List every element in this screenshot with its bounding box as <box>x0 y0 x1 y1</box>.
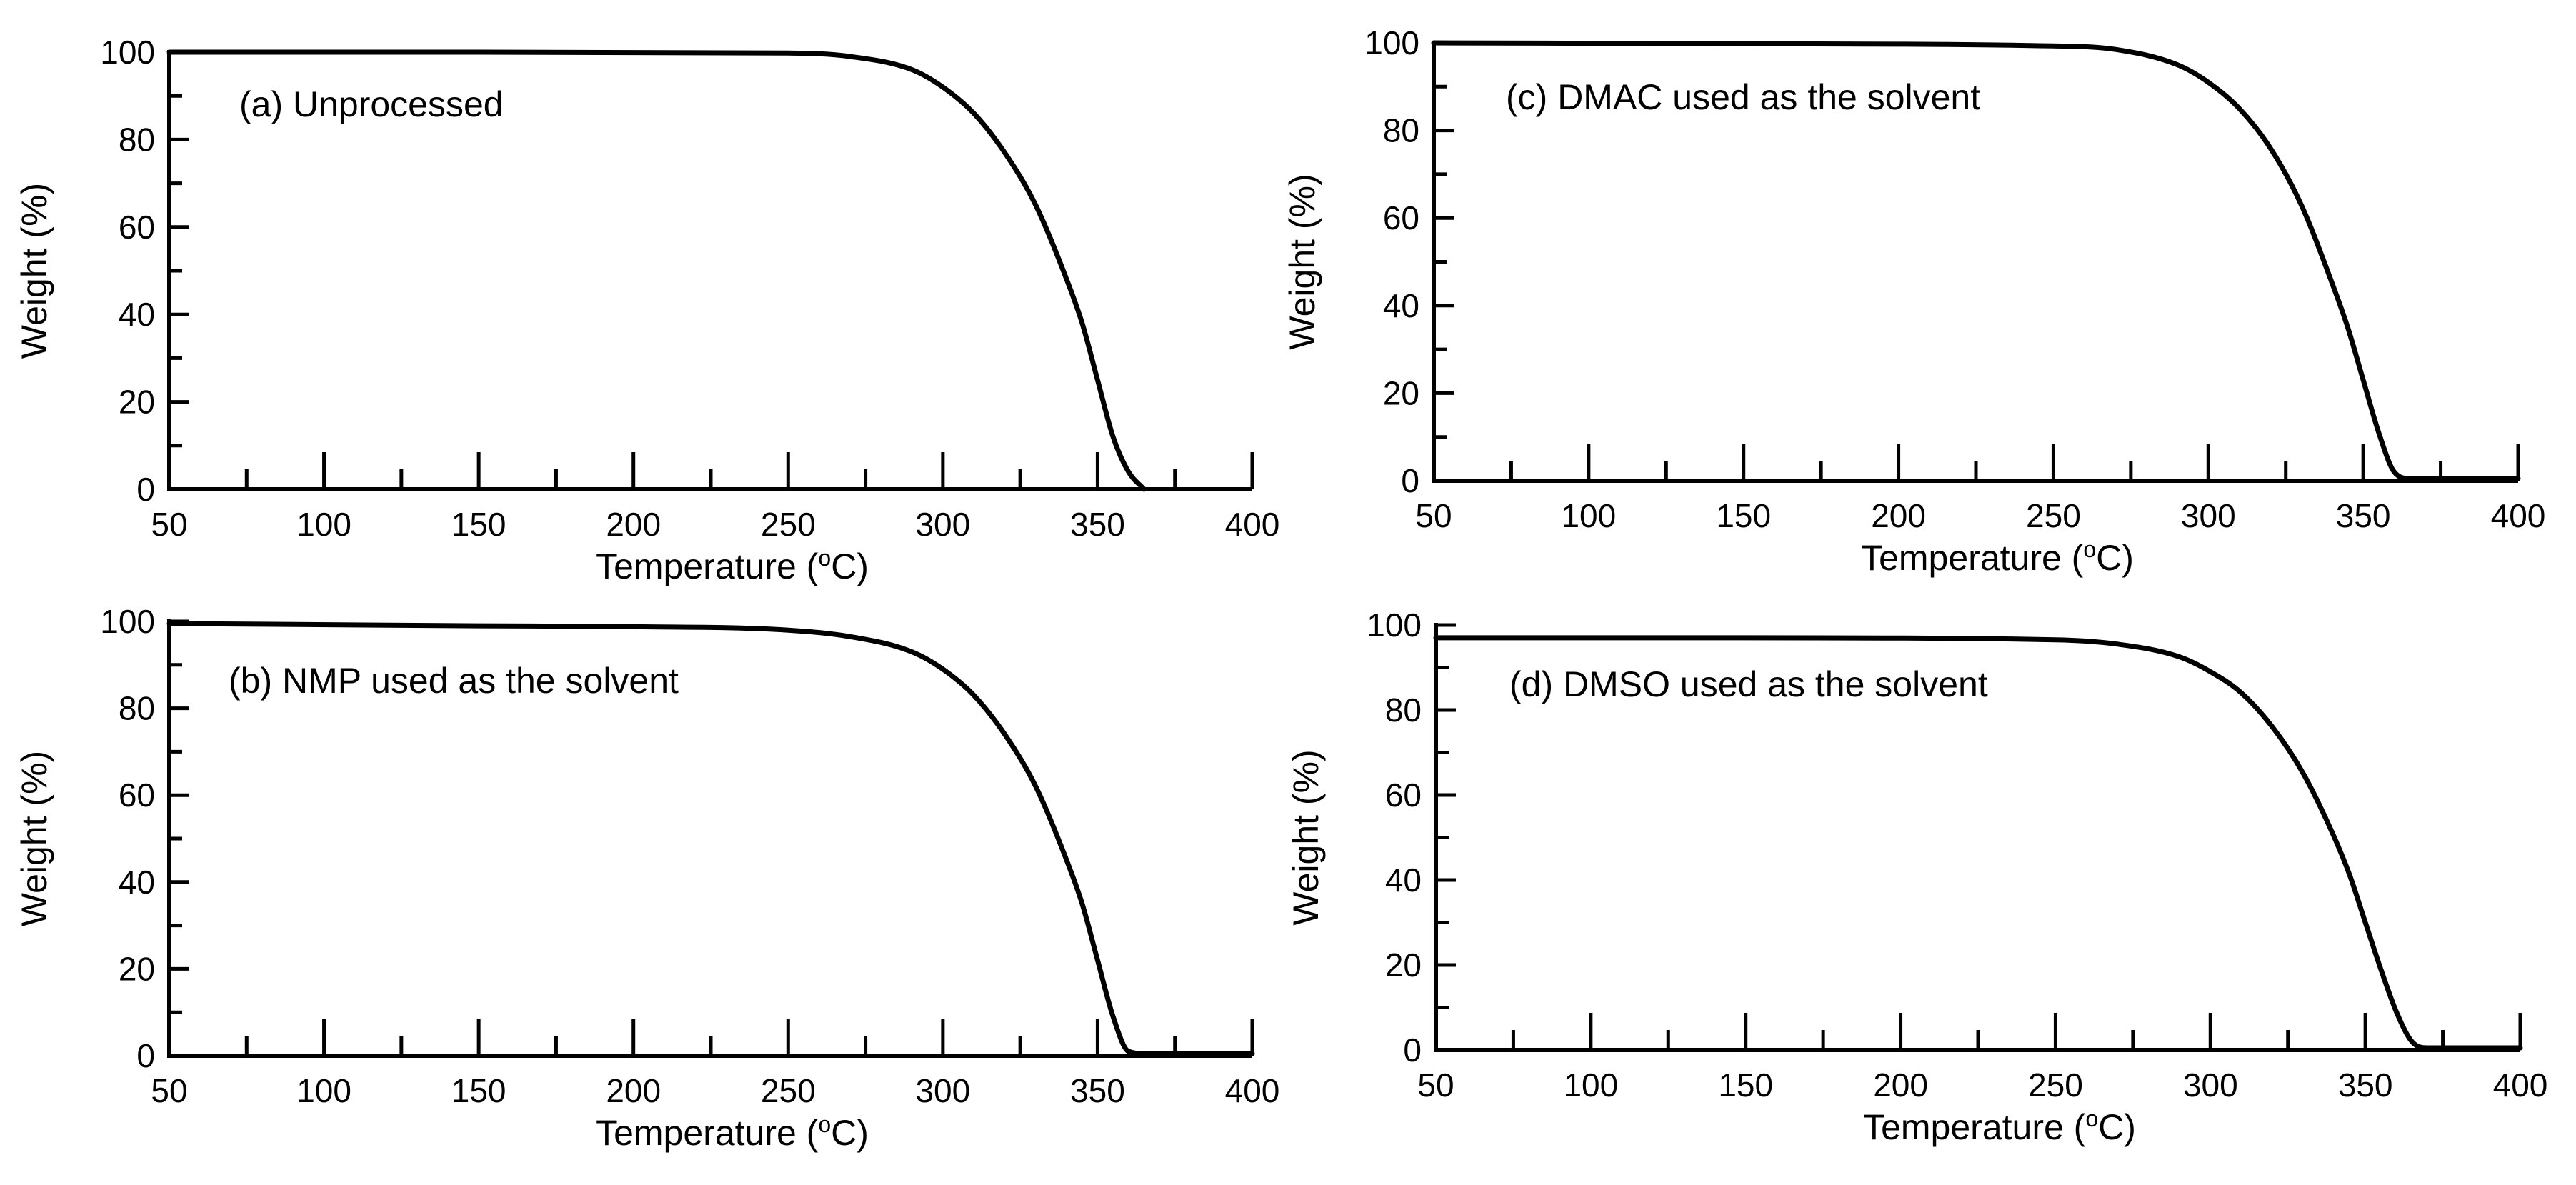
panel-c-y-tick-label: 80 <box>1383 112 1419 149</box>
panel-a-y-tick-label: 80 <box>119 121 155 158</box>
panel-b-y-tick-label: 60 <box>119 776 155 814</box>
panel-a-y-axis-title: Weight (%) <box>14 183 54 359</box>
panel-a-y-tick-label: 100 <box>100 34 155 71</box>
panel-a-y-tick-label: 60 <box>119 209 155 246</box>
panel-b-y-tick-label: 20 <box>119 950 155 987</box>
panel-a-x-tick-label: 250 <box>761 506 816 543</box>
panel-c-x-tick-label: 300 <box>2181 497 2236 534</box>
panel-a-x-tick-label: 200 <box>606 506 661 543</box>
panel-a-series-line <box>166 49 1147 492</box>
panel-a-annotation: (a) Unprocessed <box>239 84 504 124</box>
degree-superscript: o <box>2083 536 2096 562</box>
panel-a-y-tick-label: 40 <box>119 296 155 333</box>
panel-d-x-axis-title: Temperature (oC) <box>1863 1106 2136 1147</box>
panel-b-y-tick-label: 40 <box>119 864 155 901</box>
panel-d-y-tick-label: 20 <box>1385 946 1422 984</box>
panel-b-x-tick-label: 300 <box>915 1072 970 1109</box>
panel-c-x-tick-label: 350 <box>2336 497 2391 534</box>
panel-d-y-tick-label: 40 <box>1385 861 1422 899</box>
panel-a-y-tick-label: 0 <box>136 471 155 508</box>
panel-d-y-tick-label: 100 <box>1367 606 1422 644</box>
panel-a-x-tick-label: 300 <box>915 506 970 543</box>
panel-a-x-tick-label: 100 <box>296 506 351 543</box>
panel-c-y-tick-label: 0 <box>1401 462 1419 499</box>
panel-b-x-tick-label: 400 <box>1225 1072 1280 1109</box>
panel-b-y-axis-title: Weight (%) <box>14 751 54 926</box>
panel-b-x-tick-label: 250 <box>761 1072 816 1109</box>
panel-d-x-tick-label: 150 <box>1718 1066 1773 1104</box>
panel-b-x-tick-label: 350 <box>1070 1072 1125 1109</box>
panel-c-annotation: (c) DMAC used as the solvent <box>1506 77 1980 117</box>
x-axis-title-text: Temperature ( <box>596 1113 819 1153</box>
x-axis-title-unit: C) <box>2098 1107 2136 1147</box>
panel-c-x-tick-label: 100 <box>1561 497 1616 534</box>
panel-d-x-tick-label: 350 <box>2338 1066 2393 1104</box>
panel-b-annotation: (b) NMP used as the solvent <box>229 661 679 701</box>
panel-d-x-tick-label: 100 <box>1563 1066 1618 1104</box>
x-axis-title-unit: C) <box>2096 538 2134 578</box>
x-axis-title-text: Temperature ( <box>1861 538 2084 578</box>
panel-d-x-tick-label: 400 <box>2493 1066 2548 1104</box>
panel-c-y-tick-label: 60 <box>1383 199 1419 236</box>
panel-d-x-tick-label: 300 <box>2183 1066 2238 1104</box>
panel-c-x-tick-label: 400 <box>2491 497 2546 534</box>
panel-d-x-tick-label: 50 <box>1417 1066 1454 1104</box>
panel-d-y-tick-label: 80 <box>1385 691 1422 729</box>
panel-c-x-tick-label: 50 <box>1415 497 1452 534</box>
panel-a: 50 100 150 200 250 300 350 400 0 20 40 60 80 100 Tempe… <box>14 34 1279 586</box>
panel-d-annotation: (d) DMSO used as the solvent <box>1509 664 1988 704</box>
panel-a-x-tick-label: 400 <box>1225 506 1280 543</box>
panel-d-series-line <box>1433 635 2523 1051</box>
panel-a-x-tick-label: 150 <box>451 506 506 543</box>
panel-c-y-tick-label: 40 <box>1383 287 1419 324</box>
degree-superscript: o <box>818 545 831 571</box>
panel-b-series-line <box>166 621 1255 1056</box>
panel-b-x-axis-title: Temperature (oC) <box>596 1111 869 1153</box>
panel-c: 50 100 150 200 250 300 350 400 0 20 40 60 80 100 Tempe… <box>1282 24 2545 578</box>
x-axis-title-unit: C) <box>831 546 869 586</box>
panel-a-x-axis-title: Temperature (oC) <box>596 545 869 586</box>
degree-superscript: o <box>2085 1106 2098 1131</box>
panel-b-x-tick-label: 150 <box>451 1072 506 1109</box>
panel-c-y-tick-label: 100 <box>1364 24 1419 61</box>
panel-d-x-tick-label: 200 <box>1873 1066 1928 1104</box>
panel-c-y-tick-label: 20 <box>1383 374 1419 411</box>
panel-c-x-tick-label: 250 <box>2026 497 2081 534</box>
panel-a-x-tick-label: 350 <box>1070 506 1125 543</box>
panel-c-x-axis-title: Temperature (oC) <box>1861 536 2134 578</box>
panel-d: 50 100 150 200 250 300 350 400 0 20 40 60 80 100 Tempe… <box>1286 606 2547 1147</box>
panel-a-x-tick-label: 50 <box>151 506 187 543</box>
panel-d-y-axis-title: Weight (%) <box>1286 749 1326 925</box>
panel-c-x-tick-label: 200 <box>1871 497 1926 534</box>
panel-d-y-tick-label: 60 <box>1385 776 1422 814</box>
panel-b-x-tick-label: 200 <box>606 1072 661 1109</box>
x-axis-title-unit: C) <box>831 1113 869 1153</box>
panel-d-y-tick-label: 0 <box>1403 1031 1422 1069</box>
panel-b-y-tick-label: 80 <box>119 690 155 727</box>
panel-b-x-tick-label: 50 <box>151 1072 187 1109</box>
panel-b-y-tick-label: 100 <box>100 603 155 640</box>
panel-c-x-tick-label: 150 <box>1716 497 1771 534</box>
panel-c-series-line <box>1431 40 2521 481</box>
panel-b-y-tick-label: 0 <box>136 1037 155 1074</box>
x-axis-title-text: Temperature ( <box>596 546 819 586</box>
panel-d-x-tick-label: 250 <box>2028 1066 2083 1104</box>
panel-c-y-axis-title: Weight (%) <box>1282 174 1322 349</box>
panel-b: 50 100 150 200 250 300 350 400 0 20 40 60 80 100 Tempe… <box>14 603 1279 1153</box>
panel-a-y-tick-label: 20 <box>119 384 155 421</box>
degree-superscript: o <box>818 1111 831 1137</box>
x-axis-title-text: Temperature ( <box>1863 1107 2086 1147</box>
panel-b-x-tick-label: 100 <box>296 1072 351 1109</box>
